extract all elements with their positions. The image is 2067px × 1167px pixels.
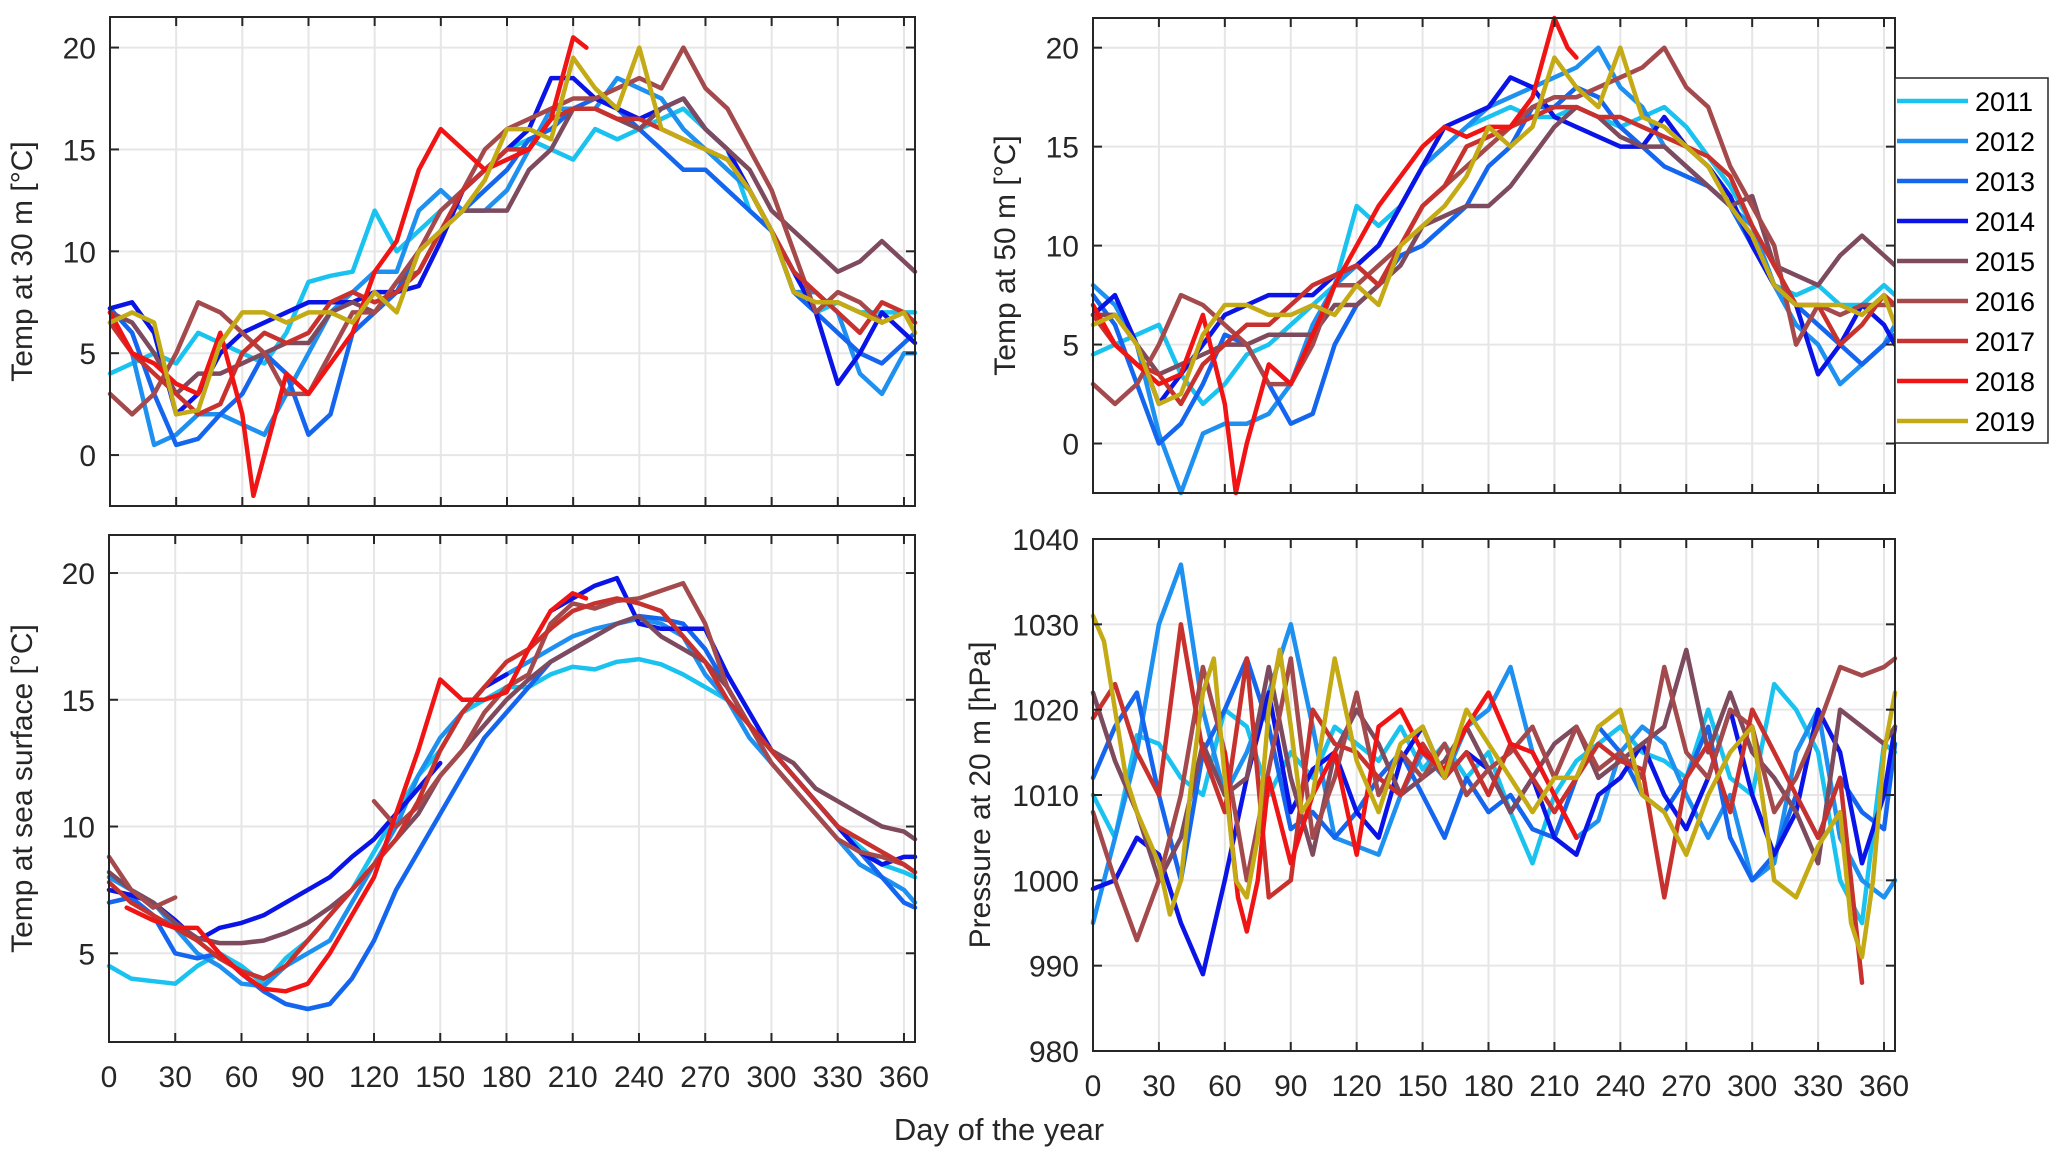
legend-label: 2016 <box>1975 287 2035 317</box>
y-tick-label: 1040 <box>1012 524 1079 557</box>
y-tick-label: 980 <box>1029 1036 1079 1069</box>
y-tick-label: 0 <box>1062 429 1079 462</box>
y-tick-label: 1000 <box>1012 865 1079 898</box>
legend-label: 2018 <box>1975 367 2035 397</box>
y-tick-label: 1010 <box>1012 780 1079 813</box>
x-tick-label: 120 <box>1332 1070 1382 1103</box>
y-tick-label: 5 <box>1062 330 1079 363</box>
y-tick-label: 10 <box>63 236 96 269</box>
legend-label: 2017 <box>1975 327 2035 357</box>
panel-sst: 0 30 60 90 120 150 180 210 240 270 300 330 360 5 10 15 2… <box>6 534 929 1094</box>
series-line-2018 <box>107 35 589 499</box>
x-tick-label: 0 <box>1085 1070 1102 1103</box>
y-tick-label: 15 <box>1046 132 1079 165</box>
x-tick-label: 240 <box>614 1061 664 1094</box>
legend-label: 2011 <box>1975 87 2033 117</box>
series-line-2017 <box>1090 104 1898 407</box>
y-tick-label: 5 <box>79 338 96 371</box>
legend-label: 2015 <box>1975 247 2035 277</box>
y-axis-label: Temp at sea surface [°C] <box>6 624 39 953</box>
series-line-2018 <box>1090 15 1579 496</box>
legend-label: 2019 <box>1975 407 2035 437</box>
y-tick-label: 5 <box>78 938 95 971</box>
x-tick-label: 150 <box>1398 1070 1448 1103</box>
series-line-2019 <box>1090 613 1898 960</box>
x-tick-label: 330 <box>813 1061 863 1094</box>
panel-temp50: 0 5 10 15 20 Temp at 50 m [°C] <box>989 15 1898 496</box>
x-tick-label: 30 <box>1142 1070 1175 1103</box>
x-tick-label: 90 <box>1274 1070 1307 1103</box>
x-tick-label: 120 <box>349 1061 399 1094</box>
series-line-2015 <box>1090 104 1898 377</box>
x-tick-label: 300 <box>746 1061 796 1094</box>
legend-item-2012: 2012 <box>1897 127 2035 157</box>
series-line-2017 <box>1090 622 1865 985</box>
legend-label: 2013 <box>1975 167 2035 197</box>
x-tick-label: 180 <box>1463 1070 1513 1103</box>
legend-item-2013: 2013 <box>1897 167 2035 197</box>
y-tick-label: 10 <box>62 812 95 845</box>
y-tick-label: 1030 <box>1012 609 1079 642</box>
x-tick-label: 270 <box>1661 1070 1711 1103</box>
legend-item-2015: 2015 <box>1897 247 2035 277</box>
x-tick-label: 180 <box>481 1061 531 1094</box>
y-axis-label: Temp at 50 m [°C] <box>989 135 1022 375</box>
y-tick-label: 20 <box>62 558 95 591</box>
legend-item-2018: 2018 <box>1897 367 2035 397</box>
x-axis-label: Day of the year <box>894 1112 1104 1147</box>
legend-item-2011: 2011 <box>1897 87 2033 117</box>
x-tick-label: 360 <box>879 1061 929 1094</box>
y-tick-label: 15 <box>62 685 95 718</box>
plot-area <box>110 17 915 506</box>
x-tick-label: 240 <box>1595 1070 1645 1103</box>
x-tick-label: 30 <box>159 1061 192 1094</box>
y-tick-label: 10 <box>1046 231 1079 264</box>
panel-pressure: 0 30 60 90 120 150 180 210 240 270 300 330 360 980 990… <box>964 524 1909 1103</box>
series-line-2017 <box>107 106 918 417</box>
x-tick-label: 0 <box>101 1061 118 1094</box>
x-tick-label: 60 <box>1208 1070 1241 1103</box>
series-line-2011 <box>1090 681 1898 926</box>
x-tick-label: 360 <box>1859 1070 1909 1103</box>
y-tick-label: 1020 <box>1012 695 1079 728</box>
axes-box <box>109 16 916 507</box>
series-line-2016 <box>107 45 918 417</box>
x-tick-label: 150 <box>415 1061 465 1094</box>
y-tick-label: 0 <box>79 440 96 473</box>
y-tick-label: 15 <box>63 134 96 167</box>
series-line-2016 <box>106 580 918 910</box>
legend-label: 2014 <box>1975 207 2035 237</box>
legend: 2011 2012 2013 2014 2015 2016 2017 2018 2019 <box>1894 77 2049 444</box>
y-tick-label: 20 <box>63 33 96 66</box>
y-axis-label: Pressure at 20 m [hPa] <box>964 642 997 949</box>
plot-area <box>109 535 915 1042</box>
y-axis-label: Temp at 30 m [°C] <box>6 141 39 381</box>
series-line-2015 <box>107 96 918 397</box>
x-tick-label: 330 <box>1793 1070 1843 1103</box>
legend-item-2019: 2019 <box>1897 407 2035 437</box>
x-tick-label: 210 <box>548 1061 598 1094</box>
x-tick-label: 270 <box>680 1061 730 1094</box>
x-tick-label: 90 <box>291 1061 324 1094</box>
legend-label: 2012 <box>1975 127 2035 157</box>
panel-temp30: 0 5 10 15 20 Temp at 30 m [°C] <box>6 16 918 507</box>
series-line-2015 <box>106 613 918 946</box>
series-line-2019 <box>1090 45 1898 407</box>
legend-item-2016: 2016 <box>1897 287 2035 317</box>
series-line-2018 <box>124 591 589 994</box>
series-line-2017 <box>106 596 918 981</box>
y-tick-label: 20 <box>1046 33 1079 66</box>
x-tick-label: 300 <box>1727 1070 1777 1103</box>
legend-item-2014: 2014 <box>1897 207 2035 237</box>
series-line-2019 <box>107 45 918 417</box>
axes-box <box>108 534 916 1043</box>
y-tick-label: 990 <box>1029 951 1079 984</box>
legend-item-2017: 2017 <box>1897 327 2035 357</box>
x-tick-label: 210 <box>1529 1070 1579 1103</box>
x-tick-label: 60 <box>225 1061 258 1094</box>
